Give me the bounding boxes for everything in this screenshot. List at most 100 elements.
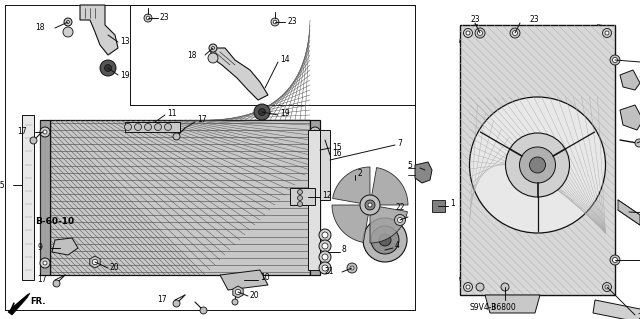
Text: 17: 17 <box>157 295 167 305</box>
Circle shape <box>164 123 172 130</box>
Text: 23: 23 <box>637 313 640 319</box>
Circle shape <box>254 104 270 120</box>
Text: FR.: FR. <box>30 298 45 307</box>
Text: 23: 23 <box>160 13 170 23</box>
Text: 15: 15 <box>0 181 5 189</box>
Text: 2: 2 <box>357 168 362 177</box>
Circle shape <box>232 299 238 305</box>
Polygon shape <box>620 105 640 130</box>
Polygon shape <box>593 300 640 319</box>
Circle shape <box>271 18 279 26</box>
Circle shape <box>40 127 50 137</box>
Circle shape <box>145 123 152 130</box>
Text: 3: 3 <box>490 302 495 311</box>
Circle shape <box>394 214 406 226</box>
Circle shape <box>63 27 73 37</box>
Text: 17: 17 <box>37 276 47 285</box>
Circle shape <box>463 28 472 38</box>
Polygon shape <box>485 295 540 313</box>
Polygon shape <box>432 200 445 212</box>
Circle shape <box>298 196 303 201</box>
Circle shape <box>501 283 509 291</box>
Circle shape <box>319 262 331 274</box>
Text: B-60-10: B-60-10 <box>35 218 74 226</box>
Circle shape <box>298 202 303 206</box>
Circle shape <box>322 254 328 260</box>
Polygon shape <box>332 205 369 242</box>
Circle shape <box>259 108 266 115</box>
Circle shape <box>144 14 152 22</box>
Text: 5: 5 <box>407 161 412 170</box>
Circle shape <box>466 31 470 35</box>
Polygon shape <box>80 5 118 55</box>
Circle shape <box>476 283 484 291</box>
Circle shape <box>310 258 320 268</box>
Circle shape <box>53 280 60 287</box>
Circle shape <box>313 130 317 134</box>
Text: 17: 17 <box>17 128 27 137</box>
Circle shape <box>322 232 328 238</box>
Circle shape <box>146 16 150 20</box>
Polygon shape <box>52 238 78 255</box>
Circle shape <box>612 57 618 63</box>
Polygon shape <box>290 188 315 205</box>
Polygon shape <box>22 115 34 280</box>
Polygon shape <box>40 120 50 275</box>
Text: 8: 8 <box>342 246 347 255</box>
Text: 21: 21 <box>324 268 334 277</box>
Polygon shape <box>320 130 330 200</box>
Circle shape <box>322 265 328 271</box>
Circle shape <box>610 55 620 65</box>
Text: 18: 18 <box>188 50 197 60</box>
Text: 14: 14 <box>280 56 290 64</box>
Circle shape <box>134 123 141 130</box>
Circle shape <box>397 218 403 222</box>
Circle shape <box>43 261 47 265</box>
Text: 22: 22 <box>395 204 404 212</box>
Polygon shape <box>233 286 243 298</box>
Circle shape <box>208 53 218 63</box>
Polygon shape <box>618 200 640 225</box>
Circle shape <box>319 240 331 252</box>
Circle shape <box>43 130 47 134</box>
Circle shape <box>236 289 241 295</box>
Circle shape <box>477 31 483 35</box>
Text: 20: 20 <box>250 291 260 300</box>
Text: 16: 16 <box>332 149 342 158</box>
Circle shape <box>173 133 180 140</box>
Circle shape <box>466 285 470 289</box>
Circle shape <box>371 226 399 254</box>
Polygon shape <box>370 207 408 243</box>
Circle shape <box>310 127 320 137</box>
Circle shape <box>610 255 620 265</box>
Circle shape <box>529 157 545 173</box>
Polygon shape <box>125 122 180 132</box>
Polygon shape <box>220 270 268 290</box>
Circle shape <box>64 18 72 26</box>
Polygon shape <box>372 167 408 205</box>
Circle shape <box>470 97 605 233</box>
Text: 19: 19 <box>120 70 130 79</box>
Circle shape <box>612 257 618 263</box>
Circle shape <box>365 200 375 210</box>
Circle shape <box>125 123 131 130</box>
Text: 19: 19 <box>280 108 290 117</box>
Text: 9: 9 <box>37 243 42 253</box>
Circle shape <box>475 28 485 38</box>
Circle shape <box>463 283 472 292</box>
Circle shape <box>30 137 37 144</box>
Text: S9V4-B6800: S9V4-B6800 <box>470 303 516 313</box>
Text: 1: 1 <box>450 199 455 209</box>
Polygon shape <box>308 130 320 270</box>
Circle shape <box>319 229 331 241</box>
Text: 10: 10 <box>260 273 269 283</box>
Circle shape <box>510 28 520 38</box>
Circle shape <box>347 263 357 273</box>
Circle shape <box>602 283 611 292</box>
Polygon shape <box>90 256 100 268</box>
Circle shape <box>363 218 407 262</box>
Circle shape <box>605 31 609 35</box>
Text: 23: 23 <box>287 18 296 26</box>
Circle shape <box>350 266 354 270</box>
Circle shape <box>313 261 317 265</box>
